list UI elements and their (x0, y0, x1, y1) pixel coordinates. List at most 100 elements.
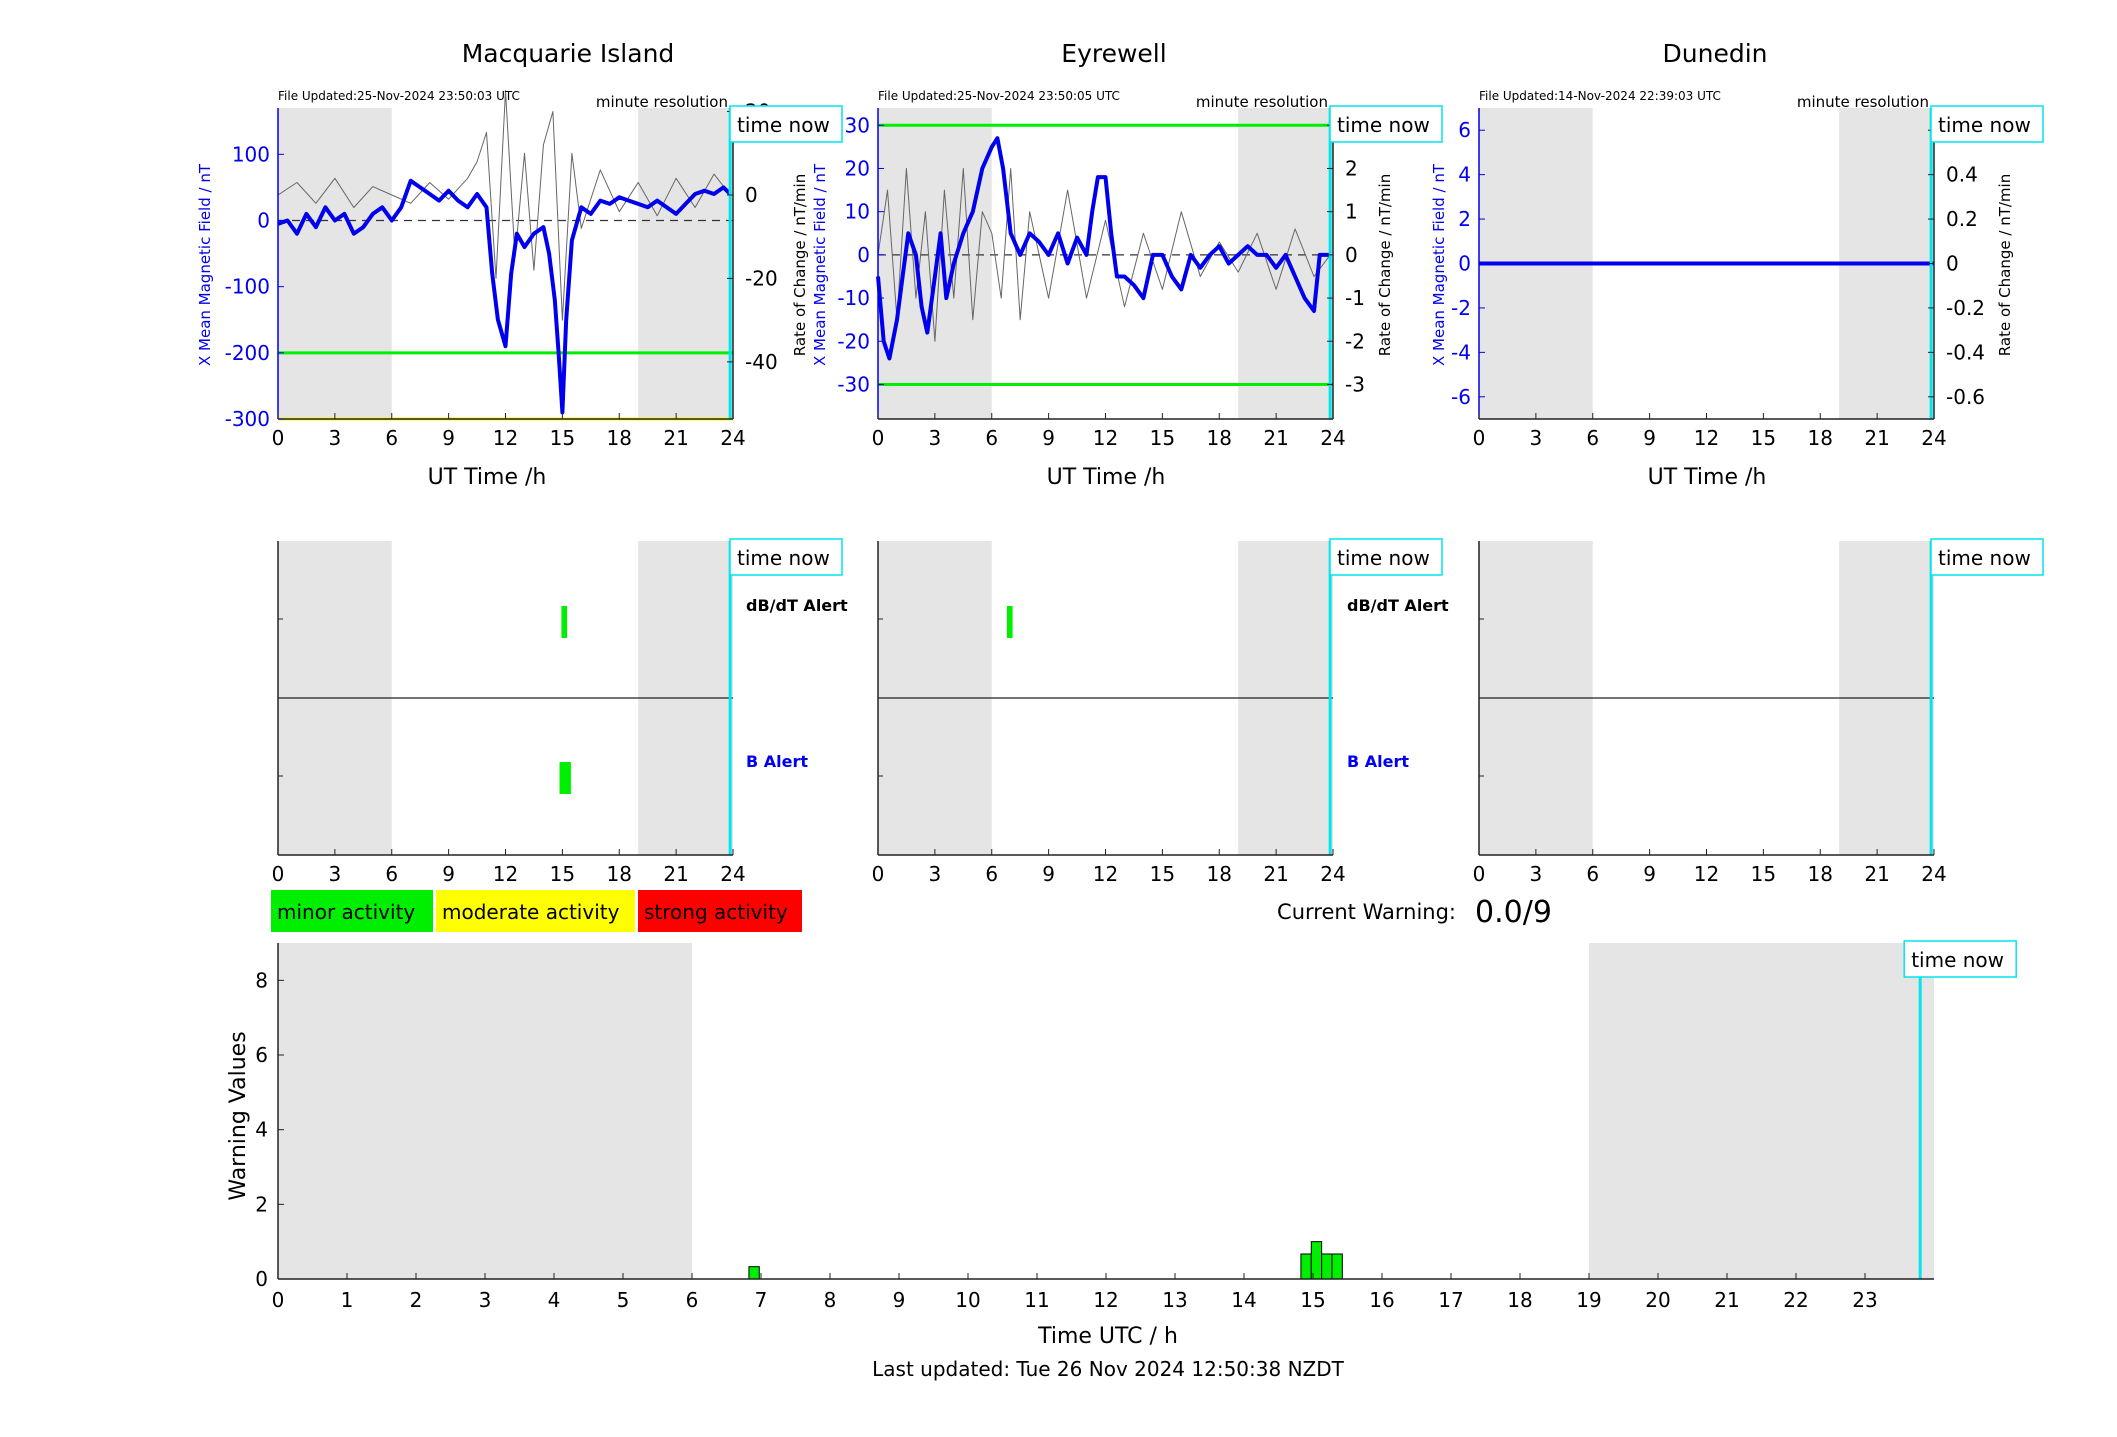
dunedin-x-tick-label: 12 (1694, 426, 1719, 450)
macquarie-y-left-tick-label: -200 (225, 341, 270, 365)
legend-label-moderate-activity: moderate activity (442, 900, 620, 924)
macquarie-y-right-tick-label: -40 (745, 350, 778, 374)
dunedin-x-tick-label: 21 (1864, 426, 1889, 450)
dunedin-y-left-tick-label: -2 (1451, 296, 1471, 320)
title-macquarie: Macquarie Island (462, 39, 675, 68)
warnings-time-now-box (1903, 940, 2017, 978)
dunedin-x-tick-label: 6 (1586, 426, 1599, 450)
b-alert-label-eyrewell: B Alert (1347, 752, 1409, 771)
macquarie-y-left-tick-label: 100 (232, 142, 270, 166)
dunedin-y-left-tick-label: 4 (1458, 163, 1471, 187)
eyrewell-time-now-box (1329, 105, 1443, 143)
dunedin-x-tick-label: 0 (1473, 426, 1486, 450)
macquarie-x-tick-label: 3 (329, 426, 342, 450)
dunedin-y-left-tick-label: 2 (1458, 207, 1471, 231)
alerts-dunedin-time-now-box (1930, 538, 2044, 576)
eyrewell-y-left-tick-label: 10 (845, 200, 870, 224)
warnings-bar (748, 1266, 760, 1280)
macquarie-x-tick-label: 18 (607, 426, 632, 450)
eyrewell-x-tick-label: 24 (1320, 426, 1345, 450)
b-alert-label-macquarie: B Alert (746, 752, 808, 771)
warnings-y-tick-label: 6 (255, 1043, 268, 1067)
warnings-x-tick-label: 21 (1714, 1288, 1739, 1312)
alerts-macquarie-x-tick-label: 24 (720, 862, 745, 886)
alerts-macquarie-x-tick-label: 3 (329, 862, 342, 886)
warnings-x-tick-label: 22 (1783, 1288, 1808, 1312)
warnings-y-tick-label: 8 (255, 968, 268, 992)
ylabel-left-eyrewell: X Mean Magnetic Field / nT (811, 163, 829, 366)
dunedin-y-left-tick-label: 0 (1458, 252, 1471, 276)
eyrewell-x-tick-label: 9 (1042, 426, 1055, 450)
alerts-macquarie-time-now-label: time now (737, 546, 830, 570)
warnings-x-tick-label: 2 (410, 1288, 423, 1312)
warnings-x-tick-label: 16 (1369, 1288, 1394, 1312)
macquarie-x-tick-label: 12 (493, 426, 518, 450)
alerts-eyrewell-x-tick-label: 0 (872, 862, 885, 886)
legend-label-strong-activity: strong activity (644, 900, 788, 924)
last-updated: Last updated: Tue 26 Nov 2024 12:50:38 N… (872, 1357, 1344, 1381)
warnings-x-tick-label: 0 (272, 1288, 285, 1312)
alerts-macquarie-x-tick-label: 6 (385, 862, 398, 886)
warnings-x-tick-label: 19 (1576, 1288, 1601, 1312)
legend-swatch-minor-activity (271, 890, 433, 932)
eyrewell-y-right-tick-label: 0 (1345, 243, 1358, 267)
eyrewell-x-tick-label: 18 (1207, 426, 1232, 450)
warnings-x-tick-label: 1 (341, 1288, 354, 1312)
alerts-dunedin-x-tick-label: 18 (1808, 862, 1833, 886)
ylabel-right-dunedin: Rate of Change / nT/min (1996, 174, 2014, 356)
warnings-x-tick-label: 17 (1438, 1288, 1463, 1312)
macquarie-x-tick-label: 21 (663, 426, 688, 450)
file-updated-eyrewell: File Updated:25-Nov-2024 23:50:05 UTC (878, 89, 1120, 103)
eyrewell-time-now-label: time now (1337, 113, 1430, 137)
dunedin-y-left-tick-label: -4 (1451, 340, 1471, 364)
alerts-dunedin-x-tick-label: 0 (1473, 862, 1486, 886)
eyrewell-y-right-tick-label: -1 (1345, 286, 1365, 310)
alerts-eyrewell-x-tick-label: 21 (1263, 862, 1288, 886)
dunedin-time-now-label: time now (1938, 113, 2031, 137)
eyrewell-x-tick-label: 15 (1150, 426, 1175, 450)
legend-swatch-moderate-activity (436, 890, 635, 932)
warnings-bar (1321, 1253, 1333, 1280)
alerts-macquarie-x-tick-label: 12 (493, 862, 518, 886)
dunedin-x-tick-label: 18 (1808, 426, 1833, 450)
macquarie-x-tick-label: 0 (272, 426, 285, 450)
eyrewell-y-right-tick-label: 2 (1345, 156, 1358, 180)
macquarie-x-tick-label: 15 (550, 426, 575, 450)
eyrewell-x-tick-label: 12 (1093, 426, 1118, 450)
dunedin-y-left-tick-label: -6 (1451, 385, 1471, 409)
eyrewell-y-left-tick-label: -20 (837, 329, 870, 353)
eyrewell-field-series (876, 136, 1331, 361)
resolution-macquarie: minute resolution (596, 93, 728, 111)
macquarie-x-tick-label: 6 (385, 426, 398, 450)
macquarie-time-now-box (729, 105, 843, 143)
eyrewell-y-right-tick-label: -2 (1345, 329, 1365, 353)
alerts-dunedin-x-tick-label: 3 (1530, 862, 1543, 886)
warnings-xlabel: Time UTC / h (1037, 1324, 1178, 1349)
alerts-eyrewell-x-tick-label: 24 (1320, 862, 1345, 886)
alerts-eyrewell-x-tick-label: 6 (985, 862, 998, 886)
file-updated-macquarie: File Updated:25-Nov-2024 23:50:03 UTC (278, 89, 520, 103)
alerts-macquarie-x-tick-label: 18 (607, 862, 632, 886)
eyrewell-x-tick-label: 6 (985, 426, 998, 450)
dunedin-time-now-box (1930, 105, 2044, 143)
dunedin-y-right-tick-label: 0 (1946, 252, 1959, 276)
macquarie-time-now-label: time now (737, 113, 830, 137)
resolution-dunedin: minute resolution (1797, 93, 1929, 111)
dunedin-x-tick-label: 3 (1530, 426, 1543, 450)
warnings-x-tick-label: 9 (893, 1288, 906, 1312)
warnings-night-shade-1 (1589, 943, 1934, 1279)
ylabel-left-macquarie: X Mean Magnetic Field / nT (196, 163, 214, 366)
eyrewell-y-right-tick-label: -3 (1345, 372, 1365, 396)
ylabel-left-dunedin: X Mean Magnetic Field / nT (1430, 163, 1448, 366)
dunedin-y-right-tick-label: -0.4 (1946, 340, 1985, 364)
macquarie-y-right-tick-label: -20 (745, 266, 778, 290)
dunedin-x-tick-label: 15 (1751, 426, 1776, 450)
warnings-y-tick-label: 4 (255, 1118, 268, 1142)
alerts-macquarie-x-tick-label: 21 (663, 862, 688, 886)
warnings-y-tick-label: 0 (255, 1267, 268, 1291)
alerts-dunedin-x-tick-label: 12 (1694, 862, 1719, 886)
warnings-night-shade-0 (278, 943, 692, 1279)
title-dunedin: Dunedin (1663, 39, 1768, 68)
alerts-macquarie-x-tick-label: 15 (550, 862, 575, 886)
